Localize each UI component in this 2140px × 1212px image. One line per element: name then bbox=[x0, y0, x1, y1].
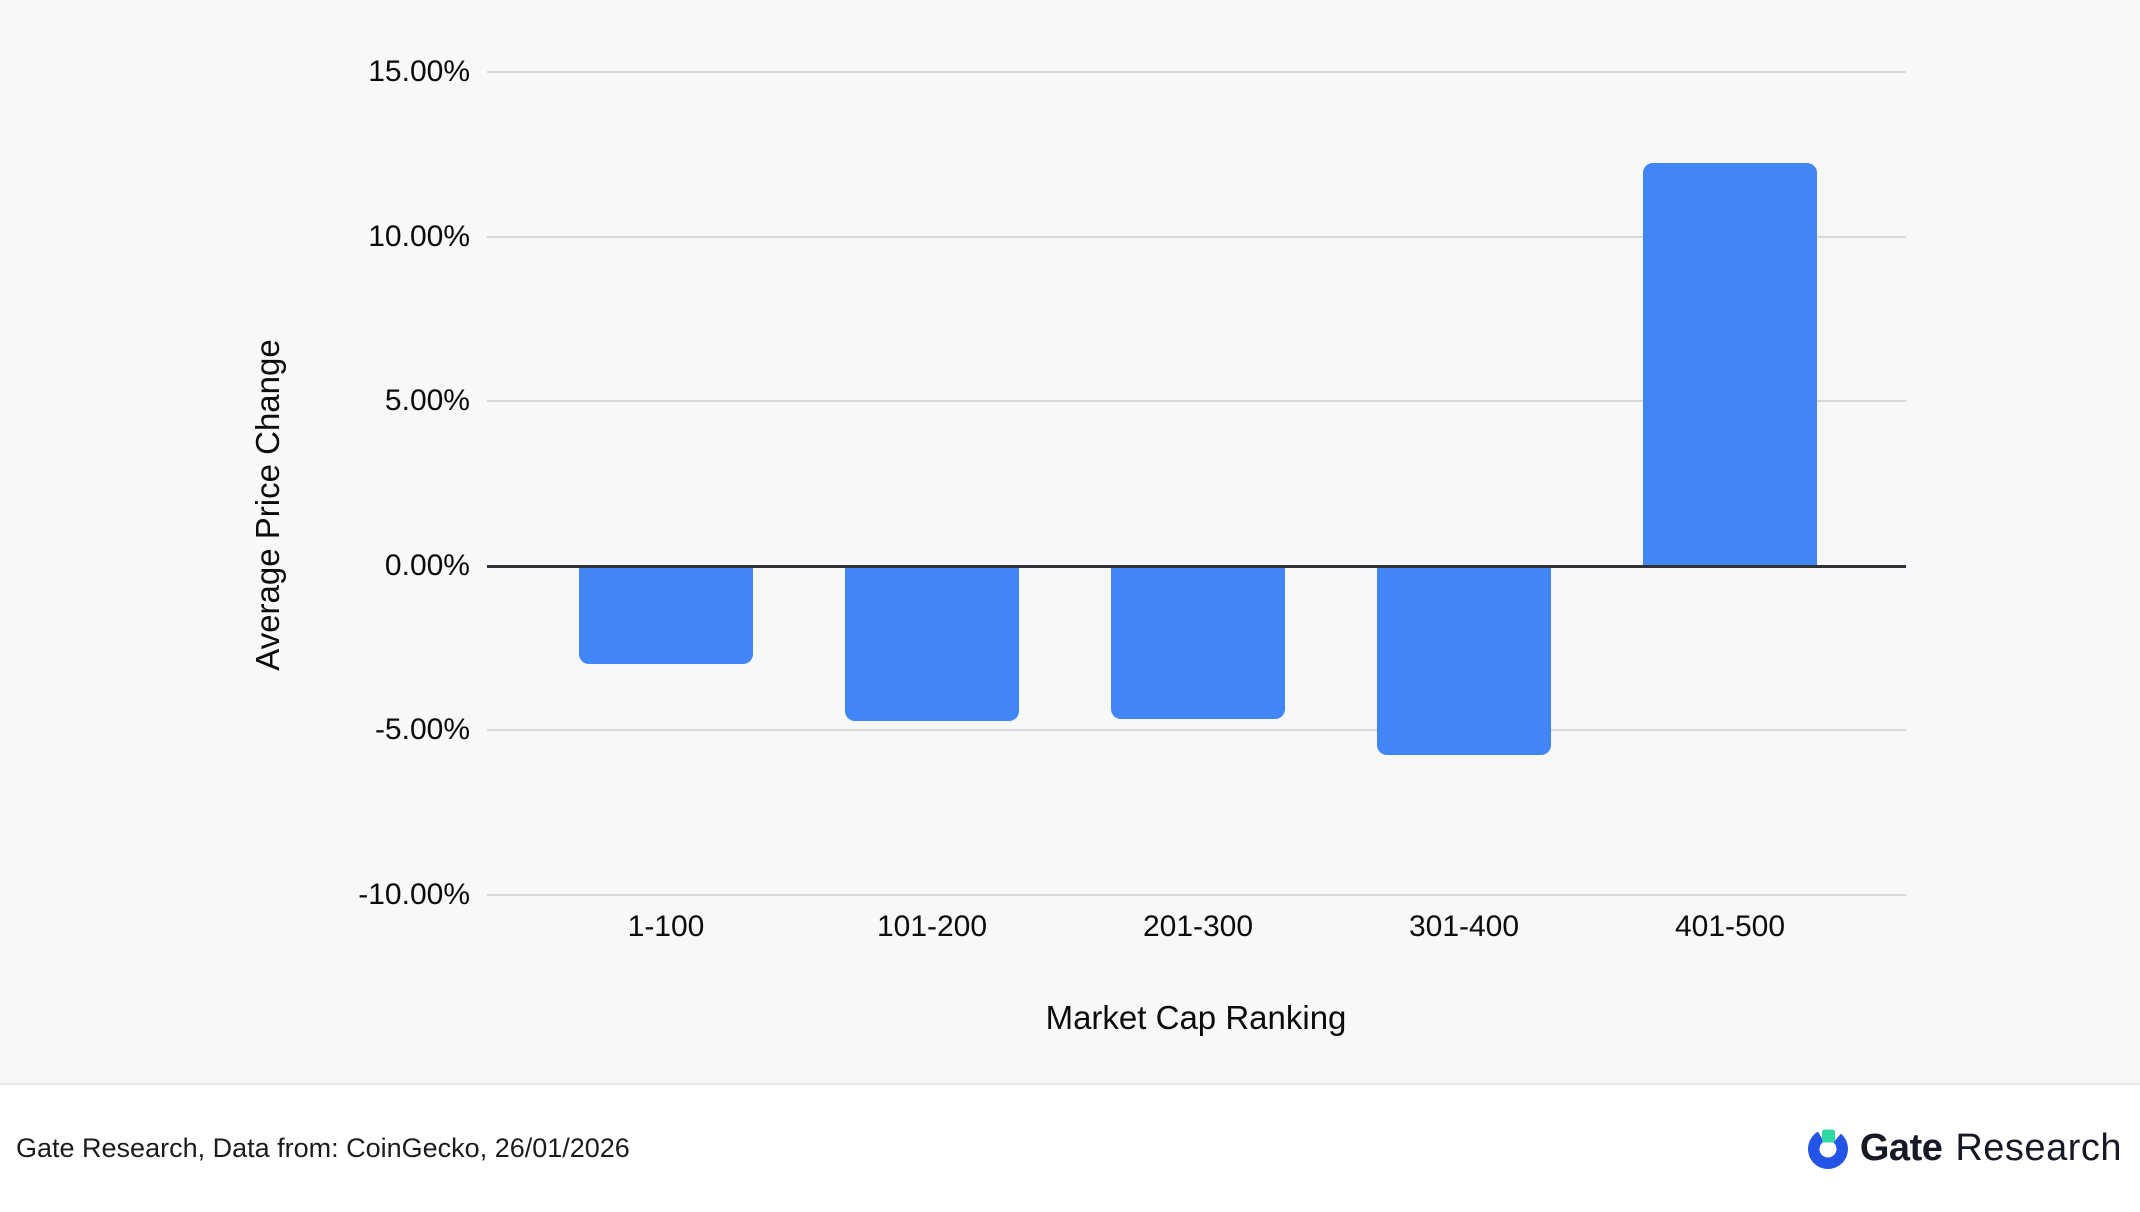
y-axis-tick-label: 15.00% bbox=[368, 55, 470, 88]
gate-logo-green-square bbox=[1821, 1129, 1835, 1142]
bar-101-200 bbox=[845, 565, 1019, 722]
x-axis-tick-label: 401-500 bbox=[1674, 910, 1786, 943]
y-axis-tick-label: 10.00% bbox=[368, 219, 470, 253]
logo-research-text: Research bbox=[1955, 1127, 2122, 1169]
bar-301-400 bbox=[1377, 565, 1551, 756]
y-axis-tick-label: 5.00% bbox=[384, 384, 470, 418]
x-axis-title: Market Cap Ranking bbox=[1045, 999, 1347, 1036]
y-axis-title: Average Price Change bbox=[249, 339, 286, 671]
bar-201-300 bbox=[1111, 565, 1285, 719]
bar-401-500 bbox=[1643, 162, 1817, 566]
y-axis-tick-label: -5.00% bbox=[374, 713, 470, 747]
gridline bbox=[487, 894, 1906, 896]
gate-logo-ring bbox=[1807, 1131, 1848, 1169]
bar-1-100 bbox=[579, 565, 753, 664]
x-axis-tick-label: 101-200 bbox=[876, 910, 988, 943]
x-axis-tick-label: 1-100 bbox=[627, 910, 705, 943]
x-axis-tick-label: 201-300 bbox=[1142, 910, 1254, 943]
x-axis-tick-label: 301-400 bbox=[1408, 910, 1520, 943]
y-axis-tick-label: -10.00% bbox=[358, 878, 470, 911]
y-axis-tick-label: 0.00% bbox=[384, 548, 470, 582]
gridline bbox=[487, 71, 1906, 73]
gridline bbox=[487, 729, 1906, 732]
gate-logo-icon bbox=[1807, 1129, 1848, 1169]
logo-gate-text: Gate bbox=[1859, 1127, 1943, 1169]
source-attribution: Gate Research, Data from: CoinGecko, 26/… bbox=[16, 1133, 630, 1163]
footer: Gate Research, Data from: CoinGecko, 26/… bbox=[0, 1083, 2140, 1212]
gridline bbox=[487, 235, 1906, 238]
gridline bbox=[487, 400, 1906, 403]
zero-axis-line bbox=[487, 564, 1906, 568]
gate-research-logo: Gate Research bbox=[1805, 1126, 2122, 1172]
